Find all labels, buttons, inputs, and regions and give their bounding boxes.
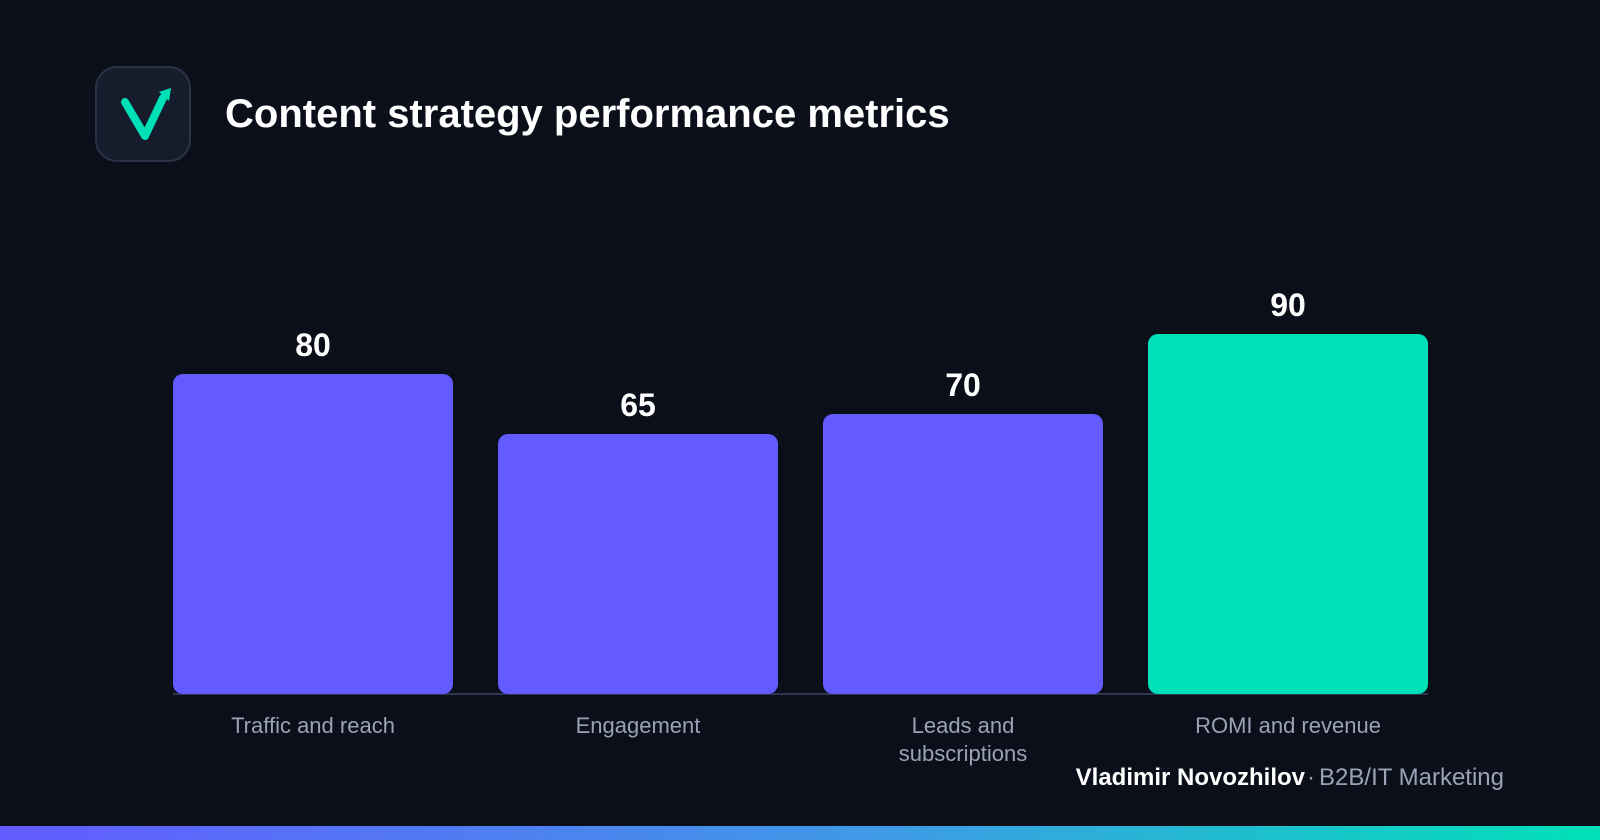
brand-logo	[95, 66, 191, 162]
category-label-line: Traffic and reach	[231, 713, 395, 738]
page-title: Content strategy performance metrics	[225, 92, 950, 136]
bar-value-label: 80	[295, 327, 331, 363]
bar-value-label: 65	[620, 387, 656, 423]
credit-separator: ·	[1307, 764, 1316, 791]
check-arrow-icon	[121, 88, 171, 140]
category-label: Leads and subscriptions	[899, 713, 1027, 766]
bar	[823, 414, 1103, 694]
author-name: Vladimir Novozhilov	[1075, 764, 1306, 791]
category-label-line: Leads and	[912, 713, 1015, 738]
author-credit: Vladimir Novozhilov· B2B/IT Marketing	[1076, 762, 1504, 794]
bar-value-label: 90	[1270, 287, 1306, 323]
bar	[173, 374, 453, 694]
category-label-line: subscriptions	[899, 741, 1027, 766]
category-label-line: Engagement	[576, 713, 701, 738]
bottom-gradient-bar	[0, 826, 1600, 840]
category-label: Engagement	[576, 713, 701, 738]
category-label: Traffic and reach	[231, 713, 395, 738]
bar	[1148, 334, 1428, 694]
bar	[498, 434, 778, 694]
author-role: B2B/IT Marketing	[1319, 764, 1504, 791]
category-label-line: ROMI and revenue	[1195, 713, 1381, 738]
category-label: ROMI and revenue	[1195, 713, 1381, 738]
bar-value-label: 70	[945, 367, 981, 403]
